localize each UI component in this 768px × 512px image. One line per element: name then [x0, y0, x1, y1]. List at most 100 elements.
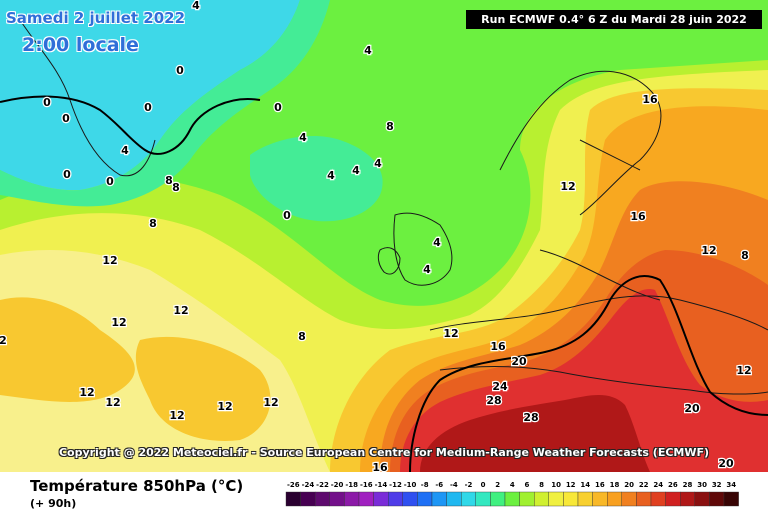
- legend-swatch: [665, 491, 681, 507]
- legend-tick-label: 30: [697, 481, 707, 489]
- isotherm-label: 16: [630, 210, 646, 223]
- legend-tick-label: -4: [450, 481, 458, 489]
- isotherm-label: 8: [741, 249, 749, 262]
- isotherm-label: 8: [386, 120, 394, 133]
- legend-tick-label: -6: [435, 481, 443, 489]
- isotherm-label: 12: [105, 396, 120, 409]
- isotherm-label: 8: [149, 217, 157, 230]
- legend-swatch: [533, 491, 549, 507]
- footer-bar: Température 850hPa (°C) (+ 90h) -26 -24 -2…: [0, 472, 768, 512]
- zone-cold-green: [0, 0, 330, 207]
- legend-tick-label: -18: [345, 481, 358, 489]
- isotherm-label: 16: [372, 461, 388, 472]
- isotherm-label: 4: [352, 164, 360, 177]
- legend-swatch: [621, 491, 637, 507]
- legend-swatch: [577, 491, 593, 507]
- legend-tick-label: -22: [316, 481, 329, 489]
- isotherm-label: 8: [298, 330, 306, 343]
- legend-tick-label: 4: [510, 481, 515, 489]
- zone-amber-west2: [135, 336, 271, 441]
- isotherm-label: 24: [492, 380, 508, 393]
- legend-swatch: [650, 491, 666, 507]
- legend-tick-label: 16: [595, 481, 605, 489]
- legend-swatch: [460, 491, 476, 507]
- legend-swatch: [417, 491, 433, 507]
- legend-swatch: [446, 491, 462, 507]
- legend-tick-label: 6: [524, 481, 529, 489]
- isotherm-label: 4: [121, 144, 129, 157]
- legend-tick-label: 10: [551, 481, 561, 489]
- run-info: Run ECMWF 0.4° 6 Z du Mardi 28 juin 2022: [466, 10, 762, 29]
- legend-swatch: [285, 491, 301, 507]
- isotherm-label: 12: [102, 254, 117, 267]
- isotherm-label: 28: [523, 411, 538, 424]
- isotherm-label: 0: [283, 209, 291, 222]
- legend-tick-label: 20: [624, 481, 634, 489]
- legend-tick-label: 28: [683, 481, 693, 489]
- legend-tick-label: -24: [302, 481, 315, 489]
- zone-ice: [0, 0, 300, 191]
- temperature-map: 4 0 4 0 0 0 0 4 4 8 0 0 8 8 4 4 4 0 8 4 4 12 12 12 8 12 16 20 24 28 28…: [0, 0, 768, 472]
- isotherm-label: 0: [144, 101, 152, 114]
- isotherm-label: 4: [299, 131, 307, 144]
- copyright-notice: Copyright @ 2022 Meteociel.fr - Source E…: [58, 446, 710, 459]
- legend-tick-label: -16: [360, 481, 373, 489]
- legend-swatch: [548, 491, 564, 507]
- legend-swatch: [709, 491, 725, 507]
- thick-isotherms: [0, 95, 768, 472]
- coastlines: [19, 19, 768, 395]
- legend-swatch: [490, 491, 506, 507]
- legend-tick-label: 0: [481, 481, 486, 489]
- legend-tick-label: 12: [566, 481, 576, 489]
- legend-swatch: [694, 491, 710, 507]
- isotherm-label: 8: [172, 181, 180, 194]
- isotherm-label: 12: [443, 327, 458, 340]
- forecast-date: Samedi 2 juillet 2022: [6, 9, 186, 27]
- isotherm-label: 12: [111, 316, 126, 329]
- zone-dark-red: [420, 395, 650, 472]
- legend-swatch: [344, 491, 360, 507]
- legend-tick-label: 2: [495, 481, 500, 489]
- legend-swatch: [475, 491, 491, 507]
- legend-swatch: [300, 491, 316, 507]
- legend-swatch: [607, 491, 623, 507]
- legend-tick-label: 34: [726, 481, 736, 489]
- isotherm-label: 0: [176, 64, 184, 77]
- isotherm-label: 4: [364, 44, 372, 57]
- isotherm-label: 12: [701, 244, 716, 257]
- isotherm-label: 12: [217, 400, 232, 413]
- isotherm-label: 4: [433, 236, 441, 249]
- isotherm-label: 4: [192, 0, 200, 12]
- legend-swatch: [636, 491, 652, 507]
- legend-swatch: [592, 491, 608, 507]
- isotherm-label: 0: [43, 96, 51, 109]
- isotherm-label: 0: [62, 112, 70, 125]
- legend-tick-label: -14: [375, 481, 388, 489]
- legend-swatch: [329, 491, 345, 507]
- local-time: 2:00 locale: [22, 34, 139, 56]
- isotherm-label: 2: [0, 334, 7, 347]
- legend-swatch: [431, 491, 447, 507]
- zone-amber-west: [0, 297, 135, 402]
- legend-tick-label: -10: [404, 481, 417, 489]
- legend-tick-label: -26: [287, 481, 300, 489]
- legend-tick-label: 32: [712, 481, 722, 489]
- lead-time: (+ 90h): [30, 497, 77, 510]
- isotherm-label: 12: [736, 364, 751, 377]
- legend-swatch: [387, 491, 403, 507]
- legend-tick-label: -8: [421, 481, 429, 489]
- isotherm-label: 12: [79, 386, 94, 399]
- isotherm-label: 0: [63, 168, 71, 181]
- isotherm-label: 0: [274, 101, 282, 114]
- legend-tick-label: 18: [610, 481, 620, 489]
- isotherm-label: 28: [486, 394, 501, 407]
- isotherm-label: 12: [169, 409, 184, 422]
- isotherm-label: 4: [423, 263, 431, 276]
- legend-tick-label: -2: [465, 481, 473, 489]
- legend-swatch: [373, 491, 389, 507]
- legend-tick-label: -20: [331, 481, 344, 489]
- isotherm-label: 12: [263, 396, 278, 409]
- isotherm-label: 12: [560, 180, 575, 193]
